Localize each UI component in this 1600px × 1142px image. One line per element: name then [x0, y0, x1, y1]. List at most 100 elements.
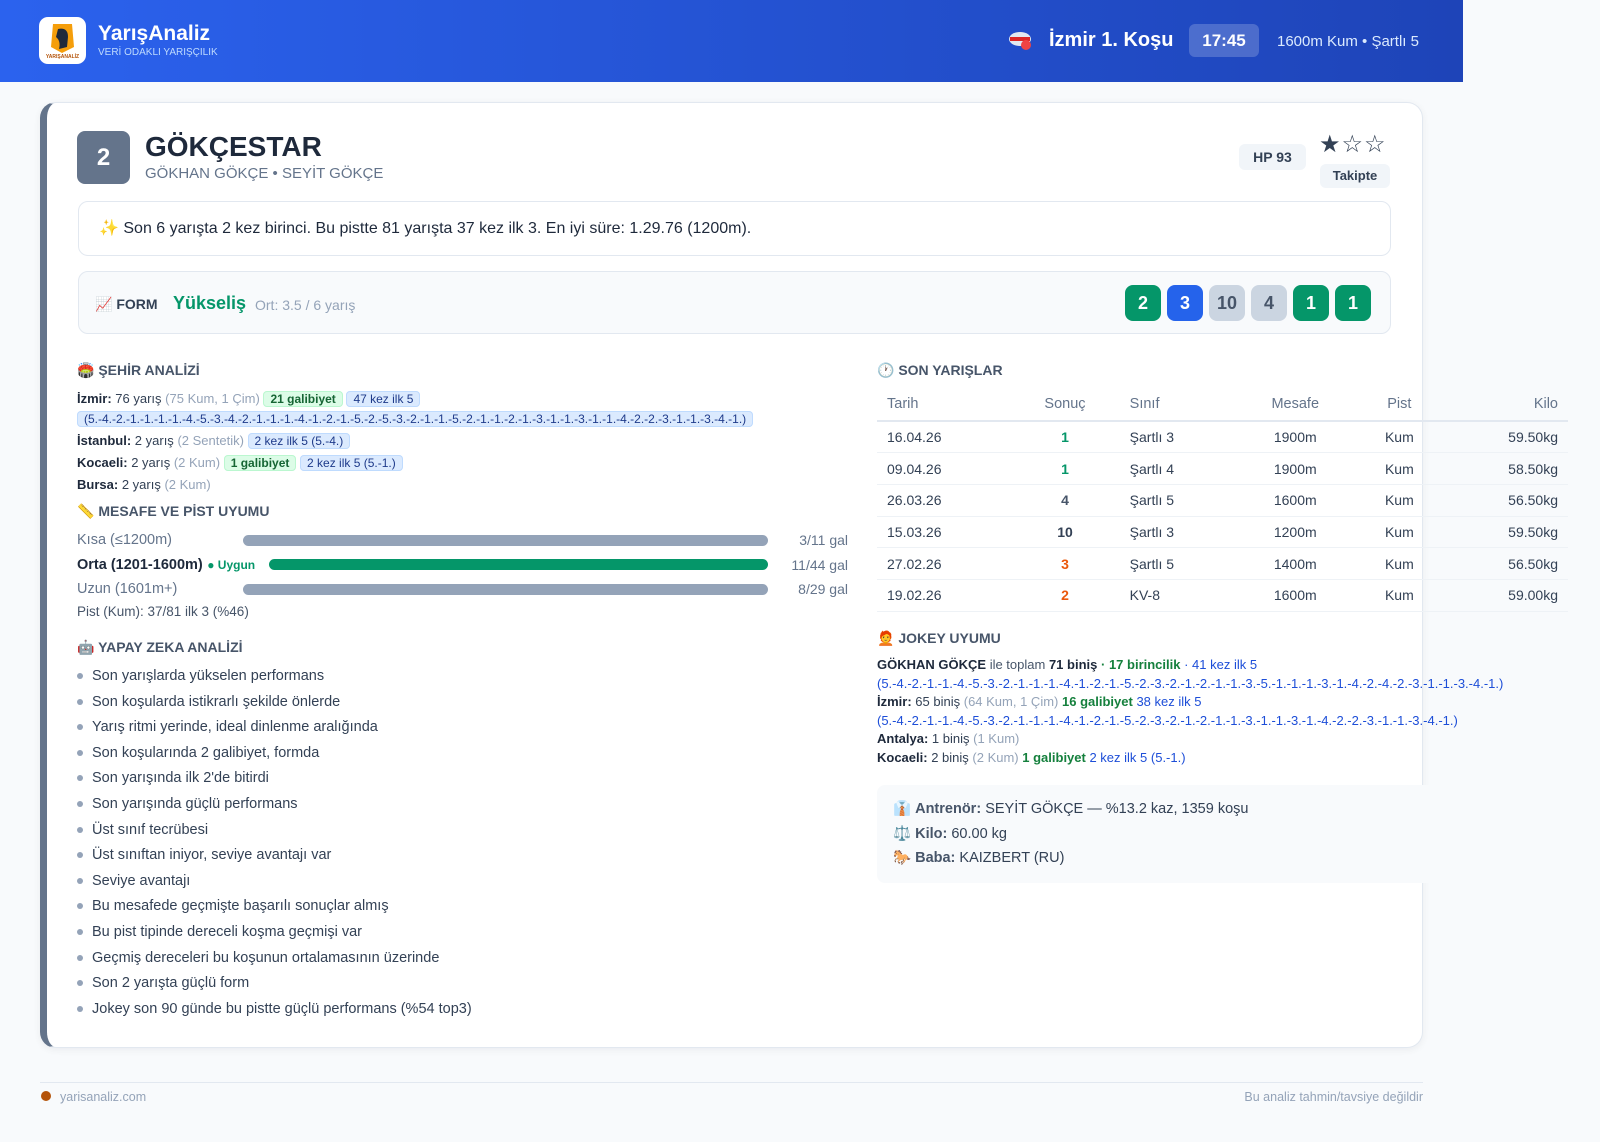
distance-label: Kısa (≤1200m)	[77, 532, 172, 549]
horse-name: GÖKÇESTAR	[145, 131, 322, 162]
footer-icon	[41, 1091, 51, 1101]
rating-stars[interactable]: ★☆☆	[1319, 131, 1387, 158]
race-cell: 1200m	[1234, 516, 1356, 549]
race-cell: 56.50kg	[1443, 484, 1568, 517]
form-result: 4	[1251, 285, 1287, 321]
jockey-rides: 71 biniş	[1048, 657, 1098, 672]
race-cell: 2	[1010, 579, 1120, 612]
race-cell: Kum	[1355, 547, 1444, 580]
form-result: 10	[1209, 285, 1245, 321]
distance-label-wrap: Kısa (≤1200m)	[77, 531, 229, 549]
race-cell: 19.02.26	[877, 579, 1011, 612]
jockey-city-detail: (64 Kum, 1 Çim)	[963, 694, 1059, 709]
race-cell: Kum	[1355, 421, 1444, 454]
distance-label-wrap: Uzun (1601m+)	[77, 580, 229, 598]
distance-badge: ● Uygun	[207, 557, 256, 572]
column-header: Sınıf	[1119, 388, 1235, 422]
race-cell: 59.00kg	[1443, 579, 1568, 612]
city-top5: 2 kez ilk 5 (5.-1.)	[300, 455, 403, 471]
jockey-city-name: Kocaeli:	[877, 749, 928, 765]
distance-rows: Kısa (≤1200m) 3/11 gal Orta (1201-1600m) ●…	[77, 528, 848, 602]
race-cell: 09.04.26	[877, 452, 1011, 485]
race-icon	[1009, 32, 1031, 50]
distance-row: Kısa (≤1200m) 3/11 gal	[77, 528, 848, 553]
info-box: 👔 Antrenör: SEYİT GÖKÇE — %13.2 kaz, 135…	[877, 785, 1568, 883]
logo: YARIŞANALİZ	[39, 17, 86, 64]
race-cell: 56.50kg	[1443, 547, 1568, 580]
city-line: İstanbul: 2 yarış (2 Sentetik) 2 kez ilk…	[77, 431, 852, 451]
distance-label: Uzun (1601m+)	[77, 581, 178, 598]
jockey-city-wins: 1 galibiyet	[1022, 749, 1086, 765]
jockey-wins: · 17 birincilik	[1101, 657, 1181, 672]
section-title: 🤖 YAPAY ZEKA ANALİZİ	[77, 639, 243, 655]
section-title: 🕐 SON YARIŞLAR	[877, 362, 1003, 378]
jockey-city-top5: 2 kez ilk 5 (5.-1.)	[1089, 749, 1186, 765]
race-row: 27.02.26 3 Şartlı 5 1400m Kum 56.50kg	[877, 547, 1568, 580]
jockey-city-rides: 2 biniş	[931, 749, 969, 765]
form-box: 📈 FORM Yükseliş Ort: 3.5 / 6 yarış 2 3 10 4…	[78, 271, 1391, 334]
city-name: İstanbul:	[77, 433, 132, 448]
recent-races: Tarih Sonuç Sınıf Mesafe Pist Kilo 16.04.26 1 Şa…	[877, 388, 1568, 612]
distance-stat: 3/11 gal	[799, 532, 848, 549]
form-results: 2 3 10 4 1 1	[1125, 285, 1371, 321]
jockey-city: İzmir: 65 biniş (64 Kum, 1 Çim) 16 galib…	[877, 693, 1577, 730]
race-cell: 26.03.26	[877, 484, 1011, 517]
ai-item: Seviye avantajı	[77, 871, 837, 897]
jockey-analysis: GÖKHAN GÖKÇE ile toplam 71 biniş · 17 bi…	[877, 656, 1577, 767]
race-cell: 59.50kg	[1443, 516, 1568, 549]
race-cell: Kum	[1355, 579, 1444, 612]
ai-item: Yarış ritmi yerinde, ideal dinlenme aral…	[77, 717, 837, 743]
section-title: 📏 MESAFE VE PİST UYUMU	[77, 503, 270, 519]
race-cell: 1600m	[1234, 579, 1356, 612]
race-cell: Kum	[1355, 484, 1444, 517]
ai-item: Bu pist tipinde dereceli koşma geçmişi v…	[77, 922, 837, 948]
column-header: Tarih	[877, 388, 1011, 422]
jockey-city-top5: 38 kez ilk 5 (5.-4.-2.-1.-1.-4.-5.-3.-2.…	[877, 694, 1458, 728]
info-value: SEYİT GÖKÇE — %13.2 kaz, 1359 koşu	[985, 801, 1249, 817]
race-cell: 15.03.26	[877, 516, 1011, 549]
ai-item: Son yarışlarda yükselen performans	[77, 666, 837, 692]
jockey-overall: GÖKHAN GÖKÇE ile toplam 71 biniş · 17 bi…	[877, 656, 1577, 693]
city-detail: (2 Kum)	[173, 455, 221, 470]
distance-bar	[243, 534, 768, 546]
footer-site[interactable]: yarisanaliz.com	[60, 1090, 147, 1104]
info-value: 60.00 kg	[951, 825, 1007, 842]
city-line: İzmir: 76 yarış (75 Kum, 1 Çim) 21 galib…	[77, 389, 852, 429]
city-name: Bursa:	[77, 477, 119, 492]
header-bar: YARIŞANALİZ YarışAnaliz VERİ ODAKLI YARI…	[0, 0, 1463, 82]
form-result: 1	[1335, 285, 1371, 321]
ai-list: Son yarışlarda yükselen performans Son ko…	[77, 666, 837, 1024]
footer-disclaimer: Bu analiz tahmin/tavsiye değildir	[1244, 1090, 1423, 1104]
city-line: Bursa: 2 yarış (2 Kum)	[77, 475, 852, 494]
brand: YarışAnaliz	[98, 22, 211, 45]
jockey-city-rides: 1 biniş	[931, 731, 970, 746]
city-name: İzmir:	[77, 391, 112, 406]
city-name: Kocaeli:	[77, 455, 128, 470]
form-trend: Yükseliş	[173, 293, 247, 313]
distance-row: Uzun (1601m+) 8/29 gal	[77, 577, 848, 602]
section-title: 🧑‍🦰 JOKEY UYUMU	[877, 630, 1001, 646]
distance-stat: 11/44 gal	[791, 556, 848, 573]
distance-label-wrap: Orta (1201-1600m) ● Uygun	[77, 556, 255, 574]
city-wins: 1 galibiyet	[223, 455, 297, 471]
race-cell: 1	[1010, 421, 1120, 454]
race-cell: Kum	[1355, 452, 1444, 485]
tagline: VERİ ODAKLI YARIŞÇILIK	[98, 47, 218, 58]
race-cell: Şartlı 3	[1119, 516, 1235, 549]
jockey-name: GÖKHAN GÖKÇE	[877, 657, 987, 672]
race-time: 17:45	[1189, 24, 1259, 57]
jockey-city-rides: 65 biniş	[915, 694, 961, 709]
race-cell: 1900m	[1234, 421, 1356, 454]
city-analysis: İzmir: 76 yarış (75 Kum, 1 Çim) 21 galib…	[77, 389, 852, 496]
city-line: Kocaeli: 2 yarış (2 Kum) 1 galibiyet 2 k…	[77, 453, 852, 473]
city-wins: 21 galibiyet	[263, 391, 343, 407]
jockey-city-wins: 16 galibiyet	[1062, 694, 1133, 709]
jockey-city-detail: (2 Kum)	[972, 749, 1019, 765]
follow-button[interactable]: Takipte	[1320, 164, 1390, 188]
jockey-text: ile toplam	[989, 657, 1046, 672]
race-row: 16.04.26 1 Şartlı 3 1900m Kum 59.50kg	[877, 421, 1568, 454]
race-cell: 27.02.26	[877, 547, 1011, 580]
race-cell: 1900m	[1234, 452, 1356, 485]
info-line: ⚖️ Kilo: 60.00 kg	[893, 822, 1552, 847]
